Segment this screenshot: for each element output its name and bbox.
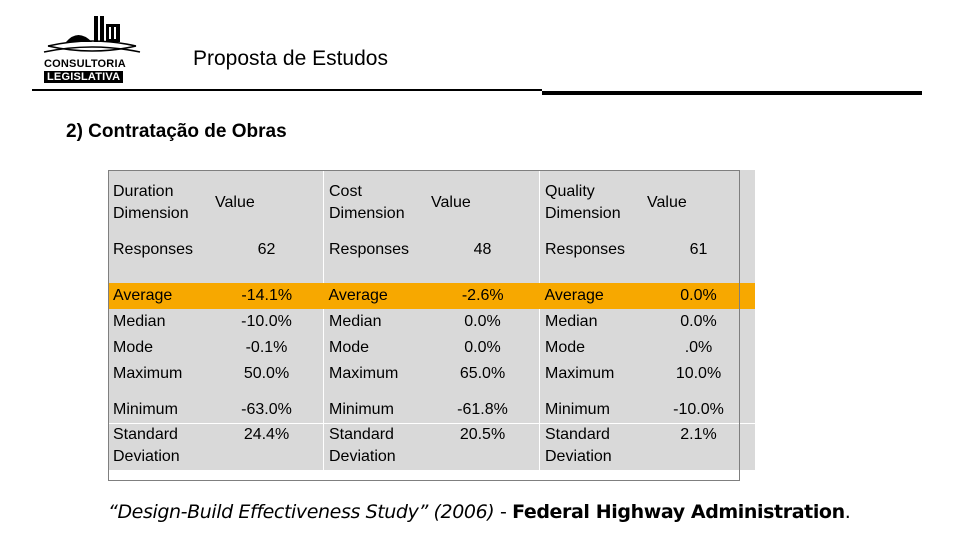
citation-separator: -	[494, 501, 513, 523]
table-row: Responses 62 Responses 48 Responses 61	[108, 236, 755, 283]
table-spacer-row	[108, 387, 755, 397]
table-row-highlighted: Average -14.1% Average -2.6% Average 0.0…	[108, 283, 755, 309]
row-label: Standard Deviation	[539, 423, 642, 470]
row-label: Minimum	[323, 397, 426, 424]
cell-value: -61.8%	[426, 397, 540, 424]
table-row: Mode -0.1% Mode 0.0% Mode .0%	[108, 335, 755, 361]
cell-value: -0.1%	[210, 335, 324, 361]
cell-value: -2.6%	[426, 283, 540, 309]
header-cost-value: Value	[426, 170, 540, 236]
row-label: Responses	[108, 236, 210, 283]
table-row: Maximum 50.0% Maximum 65.0% Maximum 10.0…	[108, 361, 755, 387]
row-label: Standard Deviation	[108, 423, 210, 470]
header-quality-value: Value	[642, 170, 755, 236]
cell-value: 24.4%	[210, 423, 324, 470]
cell-value: 65.0%	[426, 361, 540, 387]
citation-source: Federal Highway Administration	[512, 501, 845, 523]
header-quality-dimension: Quality Dimension	[539, 170, 642, 236]
header-rule-thin	[32, 89, 542, 91]
page-title: Proposta de Estudos	[193, 47, 388, 70]
row-label: Maximum	[108, 361, 210, 387]
statistics-table: Duration Dimension Value Cost Dimension …	[108, 170, 755, 470]
row-label: Maximum	[323, 361, 426, 387]
row-label: Median	[323, 309, 426, 335]
row-label: Median	[539, 309, 642, 335]
row-label: Maximum	[539, 361, 642, 387]
cell-value: -10.0%	[210, 309, 324, 335]
cell-value: 48	[426, 236, 540, 283]
cell-value: 0.0%	[642, 283, 755, 309]
cell-value: .0%	[642, 335, 755, 361]
table-header-row: Duration Dimension Value Cost Dimension …	[108, 170, 755, 236]
row-label: Average	[539, 283, 642, 309]
row-label: Minimum	[108, 397, 210, 424]
section-title: 2) Contratação de Obras	[66, 121, 287, 142]
row-label: Average	[108, 283, 210, 309]
header-duration-dimension: Duration Dimension	[108, 170, 210, 236]
consultoria-legislativa-logo	[43, 16, 141, 53]
row-label: Standard Deviation	[323, 423, 426, 470]
row-label: Mode	[539, 335, 642, 361]
logo-wordmark: CONSULTORIA LEGISLATIVA	[44, 58, 140, 83]
logo-line-2: LEGISLATIVA	[44, 71, 124, 83]
citation: “Design-Build Effectiveness Study” (2006…	[108, 501, 851, 523]
header-cost-dimension: Cost Dimension	[323, 170, 426, 236]
cell-value: 62	[210, 236, 324, 283]
cell-value: 0.0%	[642, 309, 755, 335]
cell-value: 2.1%	[642, 423, 755, 470]
table-row: Median -10.0% Median 0.0% Median 0.0%	[108, 309, 755, 335]
cell-value: 10.0%	[642, 361, 755, 387]
citation-end: .	[844, 501, 851, 523]
cell-value: 61	[642, 236, 755, 283]
row-label: Median	[108, 309, 210, 335]
logo-line-1: CONSULTORIA	[44, 58, 126, 70]
table-row: Standard Deviation 24.4% Standard Deviat…	[108, 423, 755, 470]
row-label: Minimum	[539, 397, 642, 424]
row-label: Average	[323, 283, 426, 309]
row-label: Mode	[108, 335, 210, 361]
cell-value: -10.0%	[642, 397, 755, 424]
citation-title: “Design-Build Effectiveness Study” (2006…	[108, 501, 495, 523]
row-label: Responses	[323, 236, 426, 283]
cell-value: -14.1%	[210, 283, 324, 309]
cell-value: 0.0%	[426, 309, 540, 335]
row-label: Mode	[323, 335, 426, 361]
table-row: Minimum -63.0% Minimum -61.8% Minimum -1…	[108, 397, 755, 424]
cell-value: 0.0%	[426, 335, 540, 361]
cell-value: -63.0%	[210, 397, 324, 424]
row-label: Responses	[539, 236, 642, 283]
header-duration-value: Value	[210, 170, 324, 236]
header-rule-thick	[542, 91, 922, 95]
cell-value: 20.5%	[426, 423, 540, 470]
cell-value: 50.0%	[210, 361, 324, 387]
